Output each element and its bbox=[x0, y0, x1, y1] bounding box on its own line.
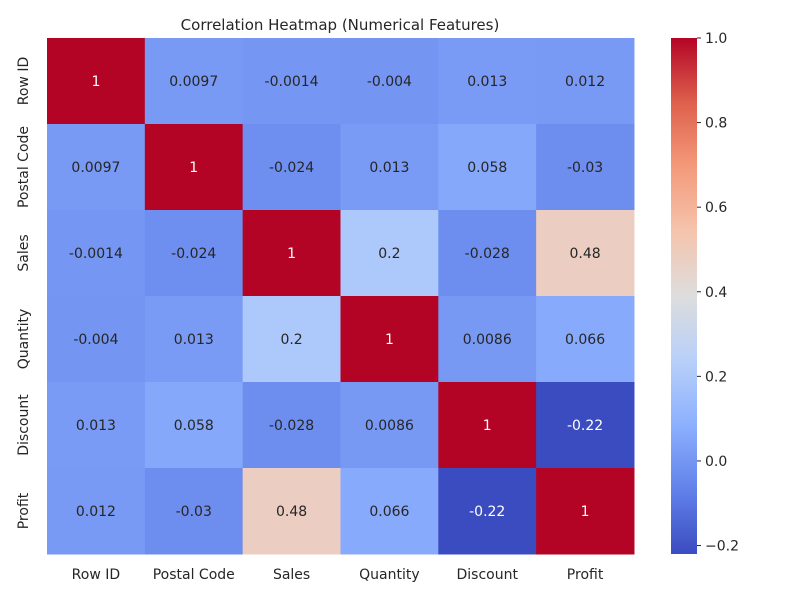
x-tick-label: Sales bbox=[273, 567, 310, 583]
chart-title: Correlation Heatmap (Numerical Features) bbox=[181, 16, 500, 34]
cell-value-label: 1 bbox=[385, 332, 394, 348]
cell-value-label: -0.028 bbox=[269, 418, 314, 434]
cell-value-label: 0.0086 bbox=[365, 418, 414, 434]
y-tick-label: Sales bbox=[16, 234, 32, 271]
cell-value-label: -0.028 bbox=[465, 246, 510, 262]
cell-value-label: -0.22 bbox=[567, 418, 603, 434]
colorbar-tick-label: 1.0 bbox=[705, 31, 727, 47]
heatmap-cell bbox=[438, 124, 537, 211]
colorbar-tick-label: 0.0 bbox=[705, 454, 727, 470]
cell-value-label: 0.066 bbox=[369, 504, 409, 520]
x-tick-label: Postal Code bbox=[153, 567, 235, 583]
cell-value-label: 0.013 bbox=[369, 160, 409, 176]
heatmap-cell bbox=[242, 124, 341, 211]
cell-value-label: -0.0014 bbox=[69, 246, 123, 262]
y-tick-label: Discount bbox=[16, 394, 32, 456]
heatmap-cell bbox=[144, 296, 244, 383]
cell-value-label: 0.2 bbox=[280, 332, 302, 348]
colorbar-tick-label: 0.6 bbox=[705, 200, 727, 216]
cell-value-label: 1 bbox=[581, 504, 590, 520]
heatmap-cell bbox=[438, 38, 537, 125]
heatmap-cell bbox=[242, 382, 341, 469]
heatmap-cell bbox=[340, 124, 439, 211]
colorbar-tick-label: 0.2 bbox=[705, 369, 727, 385]
heatmap-cell bbox=[242, 38, 341, 125]
cell-value-label: 0.0097 bbox=[71, 160, 120, 176]
cell-value-label: -0.03 bbox=[176, 504, 212, 520]
cell-value-label: 1 bbox=[91, 74, 100, 90]
y-axis-tick-labels: Row ID Postal Code Sales Quantity Discount Pr… bbox=[16, 57, 32, 530]
heatmap-cell bbox=[438, 382, 537, 469]
cell-value-label: 0.058 bbox=[467, 160, 507, 176]
cell-value-label: 1 bbox=[483, 418, 492, 434]
cell-value-label: 0.013 bbox=[76, 418, 116, 434]
colorbar-tick-label: 0.4 bbox=[705, 285, 727, 301]
cell-value-label: 0.0097 bbox=[169, 74, 218, 90]
heatmap-cell bbox=[47, 468, 146, 555]
heatmap-cell bbox=[536, 296, 635, 383]
heatmap-cell bbox=[340, 468, 439, 555]
heatmap-cell bbox=[536, 210, 635, 297]
x-tick-label: Discount bbox=[457, 567, 519, 583]
heatmap-cell bbox=[340, 38, 439, 125]
colorbar-ticks: 1.0 0.8 0.6 0.4 0.2 0.0 −0.2 bbox=[697, 31, 739, 555]
heatmap-cell bbox=[47, 210, 146, 297]
heatmap-cell bbox=[536, 382, 635, 469]
cell-value-label: 0.012 bbox=[76, 504, 116, 520]
cell-value-label: -0.004 bbox=[367, 74, 412, 90]
cell-value-label: 0.058 bbox=[174, 418, 214, 434]
heatmap-cell bbox=[144, 124, 244, 211]
y-tick-label: Row ID bbox=[16, 57, 32, 105]
heatmap-cell bbox=[144, 210, 244, 297]
heatmap-cell bbox=[438, 468, 537, 555]
heatmap-cell bbox=[47, 38, 146, 125]
cell-value-label: 0.013 bbox=[174, 332, 214, 348]
colorbar-tick-label: −0.2 bbox=[705, 539, 739, 555]
x-tick-label: Profit bbox=[567, 567, 604, 583]
heatmap-cell bbox=[144, 38, 244, 125]
x-axis-tick-labels: Row ID Postal Code Sales Quantity Discount Pr… bbox=[72, 567, 604, 583]
heatmap-cell bbox=[536, 124, 635, 211]
cell-value-label: 0.012 bbox=[565, 74, 605, 90]
heatmap-cell bbox=[438, 210, 537, 297]
heatmap-cell bbox=[340, 296, 439, 383]
heatmap-cell bbox=[438, 296, 537, 383]
colorbar bbox=[671, 38, 697, 554]
colorbar-tick-label: 0.8 bbox=[705, 116, 727, 132]
cell-value-label: 0.48 bbox=[276, 504, 307, 520]
cell-value-label: -0.22 bbox=[469, 504, 505, 520]
y-tick-label: Quantity bbox=[16, 309, 32, 370]
heatmap-cell bbox=[536, 38, 635, 125]
cell-value-label: -0.024 bbox=[269, 160, 314, 176]
cell-value-label: 0.2 bbox=[378, 246, 400, 262]
x-tick-label: Quantity bbox=[359, 567, 420, 583]
heatmap-cell bbox=[340, 210, 439, 297]
cell-value-label: 0.0086 bbox=[463, 332, 512, 348]
heatmap-cells: 1 0.0097 -0.0014 -0.004 0.013 0.012 0.0097 1 -0.… bbox=[47, 38, 635, 555]
y-tick-label: Postal Code bbox=[16, 126, 32, 208]
cell-value-label: 1 bbox=[189, 160, 198, 176]
heatmap-cell bbox=[242, 296, 341, 383]
cell-value-label: 1 bbox=[287, 246, 296, 262]
x-tick-label: Row ID bbox=[72, 567, 120, 583]
cell-value-label: -0.0014 bbox=[265, 74, 319, 90]
heatmap-cell bbox=[47, 124, 146, 211]
cell-value-label: -0.024 bbox=[171, 246, 216, 262]
heatmap-cell bbox=[340, 382, 439, 469]
cell-value-label: 0.48 bbox=[569, 246, 600, 262]
heatmap-cell bbox=[536, 468, 635, 555]
cell-value-label: 0.066 bbox=[565, 332, 605, 348]
heatmap-cell bbox=[144, 468, 244, 555]
heatmap-cell bbox=[242, 210, 341, 297]
heatmap-cell bbox=[242, 468, 341, 555]
cell-value-label: -0.004 bbox=[73, 332, 118, 348]
heatmap-cell bbox=[47, 296, 146, 383]
cell-value-label: -0.03 bbox=[567, 160, 603, 176]
heatmap-cell bbox=[47, 382, 146, 469]
cell-value-label: 0.013 bbox=[467, 74, 507, 90]
y-tick-label: Profit bbox=[16, 492, 32, 529]
heatmap-cell bbox=[144, 382, 244, 469]
